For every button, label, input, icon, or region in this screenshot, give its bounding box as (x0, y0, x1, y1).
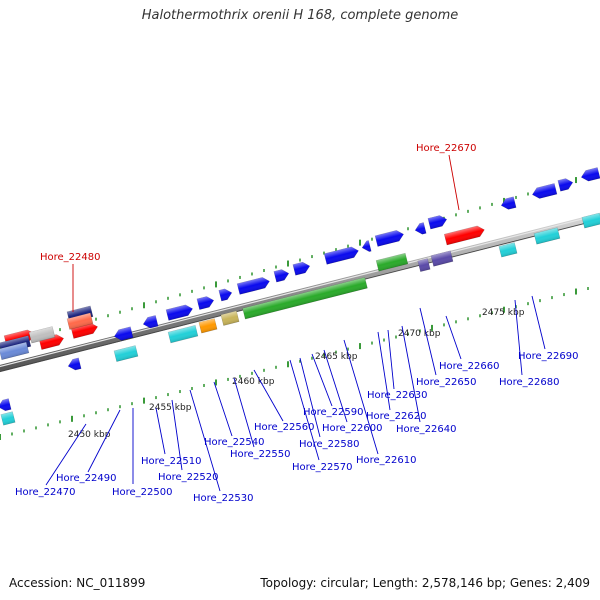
gene-feature[interactable] (428, 214, 448, 229)
gene-feature[interactable] (431, 251, 453, 267)
gene-feature[interactable] (219, 287, 233, 301)
scale-label-2460: 2460 kbp (232, 377, 275, 387)
locus-label-hore-22580[interactable]: Hore_22580 (299, 439, 360, 450)
gene-feature[interactable] (444, 224, 485, 244)
locus-label-hore-22670[interactable]: Hore_22670 (416, 143, 477, 154)
gene-feature[interactable] (531, 183, 557, 200)
gene-gloss (237, 276, 271, 295)
leader-line (156, 408, 165, 454)
leader-line (388, 330, 394, 389)
gene-feature[interactable] (414, 223, 426, 236)
gene-gloss (0, 399, 11, 413)
locus-label-hore-22500[interactable]: Hore_22500 (112, 487, 173, 498)
gene-feature[interactable] (375, 229, 405, 247)
gene-gloss (324, 245, 360, 264)
scale-label-2465: 2465 kbp (315, 352, 358, 362)
gene-gloss (428, 214, 448, 229)
genome-backbone (0, 212, 600, 374)
scale-label-2455: 2455 kbp (149, 403, 192, 413)
scale-label-2450: 2450 kbp (68, 430, 111, 440)
gene-feature[interactable] (1, 412, 15, 426)
gene-feature[interactable] (67, 358, 81, 372)
leader-line (420, 308, 436, 375)
locus-label-hore-22630[interactable]: Hore_22630 (367, 390, 428, 401)
locus-label-hore-22540[interactable]: Hore_22540 (204, 437, 265, 448)
gene-gloss (197, 295, 215, 310)
gene-feature[interactable] (324, 245, 360, 264)
gene-gloss (580, 168, 600, 183)
locus-label-hore-22490[interactable]: Hore_22490 (56, 473, 117, 484)
gene-feature[interactable] (0, 399, 11, 413)
label-leader-lines (46, 155, 545, 491)
scale-label-2475: 2475 kbp (482, 308, 525, 318)
leader-line (532, 296, 545, 349)
gene-gloss (444, 224, 485, 244)
locus-label-hore-22680[interactable]: Hore_22680 (499, 377, 560, 388)
locus-label-hore-22620[interactable]: Hore_22620 (366, 411, 427, 422)
gene-gloss (582, 213, 600, 228)
locus-label-hore-22600[interactable]: Hore_22600 (322, 423, 383, 434)
topology-label: Topology: circular; Length: 2,578,146 bp… (260, 576, 590, 590)
gene-gloss (375, 229, 405, 247)
leader-line (449, 155, 459, 210)
locus-label-hore-22640[interactable]: Hore_22640 (396, 424, 457, 435)
gene-feature[interactable] (558, 177, 574, 191)
locus-label-hore-22570[interactable]: Hore_22570 (292, 462, 353, 473)
locus-label-hore-22470[interactable]: Hore_22470 (15, 487, 76, 498)
leader-line (88, 410, 120, 472)
locus-label-hore-22510[interactable]: Hore_22510 (141, 456, 202, 467)
gene-feature[interactable] (361, 240, 371, 253)
locus-label-hore-22660[interactable]: Hore_22660 (439, 361, 500, 372)
scale-labels: 2450 kbp 2455 kbp 2460 kbp 2465 kbp 2470… (68, 308, 525, 440)
gene-feature[interactable] (500, 197, 516, 211)
leader-line (402, 326, 420, 422)
gene-feature[interactable] (580, 168, 600, 183)
locus-label-hore-22520[interactable]: Hore_22520 (158, 472, 219, 483)
gene-feature[interactable] (293, 261, 311, 276)
gene-feature[interactable] (274, 268, 290, 282)
locus-label-hore-22550[interactable]: Hore_22550 (230, 449, 291, 460)
gene-feature[interactable] (237, 276, 271, 295)
gene-gloss (431, 251, 453, 267)
locus-label-hore-22610[interactable]: Hore_22610 (356, 455, 417, 466)
gene-gloss (361, 240, 371, 253)
gene-feature[interactable] (197, 295, 215, 310)
accession-label: Accession: NC_011899 (9, 576, 145, 590)
locus-label-hore-22560[interactable]: Hore_22560 (254, 422, 315, 433)
leader-line (214, 382, 232, 436)
genome-map: 2450 kbp 2455 kbp 2460 kbp 2465 kbp 2470… (0, 0, 600, 600)
gene-gloss (293, 261, 311, 276)
locus-label-hore-22480[interactable]: Hore_22480 (40, 252, 101, 263)
locus-label-hore-22530[interactable]: Hore_22530 (193, 493, 254, 504)
locus-label-hore-22690[interactable]: Hore_22690 (518, 351, 579, 362)
map-title: Halothermothrix orenii H 168, complete g… (0, 8, 600, 23)
locus-label-hore-22590[interactable]: Hore_22590 (303, 407, 364, 418)
gene-gloss (114, 346, 138, 362)
leader-line (446, 316, 461, 359)
locus-label-hore-22650[interactable]: Hore_22650 (416, 377, 477, 388)
gene-feature[interactable] (582, 213, 600, 228)
gene-feature[interactable] (114, 346, 138, 362)
